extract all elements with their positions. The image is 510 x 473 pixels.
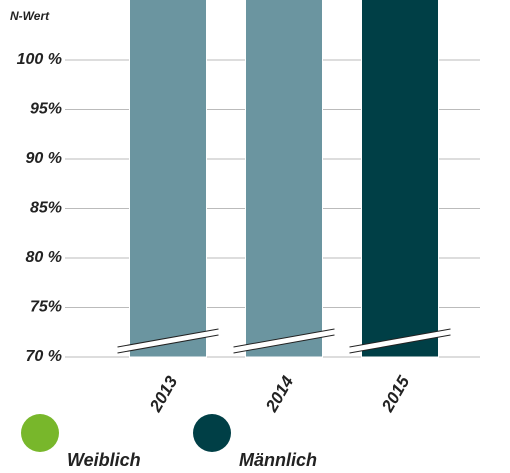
axis-break-line (349, 334, 451, 354)
axis-break-line (349, 328, 451, 348)
axis-break-line (233, 334, 335, 354)
legend-label: Männlich (239, 450, 317, 470)
x-tick-label: 2013 (145, 372, 181, 416)
bar-segment (361, 0, 439, 358)
bar-segment (245, 0, 323, 358)
axis-break (117, 329, 219, 353)
y-tick-label: 75% (30, 299, 62, 316)
y-tick-label: 85% (30, 200, 62, 217)
y-tick-label: 90 % (26, 150, 62, 167)
x-tick-label: 2014 (261, 372, 297, 416)
y-tick-label: 70 % (26, 348, 62, 365)
axis-break-line (117, 334, 219, 354)
bar-segment (129, 0, 207, 358)
legend-swatch (193, 414, 231, 452)
legend-swatch (21, 414, 59, 452)
axis-break (349, 329, 451, 353)
y-tick-label: 100 % (17, 51, 62, 68)
axis-break-line (117, 328, 219, 348)
n-label: N-Wert (10, 9, 50, 23)
legend-label: Weiblich (67, 450, 141, 470)
x-tick-label: 2015 (377, 372, 413, 416)
y-tick-label: 80 % (26, 249, 62, 266)
y-tick-label: 95% (30, 101, 62, 118)
axis-break (233, 329, 335, 353)
axis-break-line (233, 328, 335, 348)
